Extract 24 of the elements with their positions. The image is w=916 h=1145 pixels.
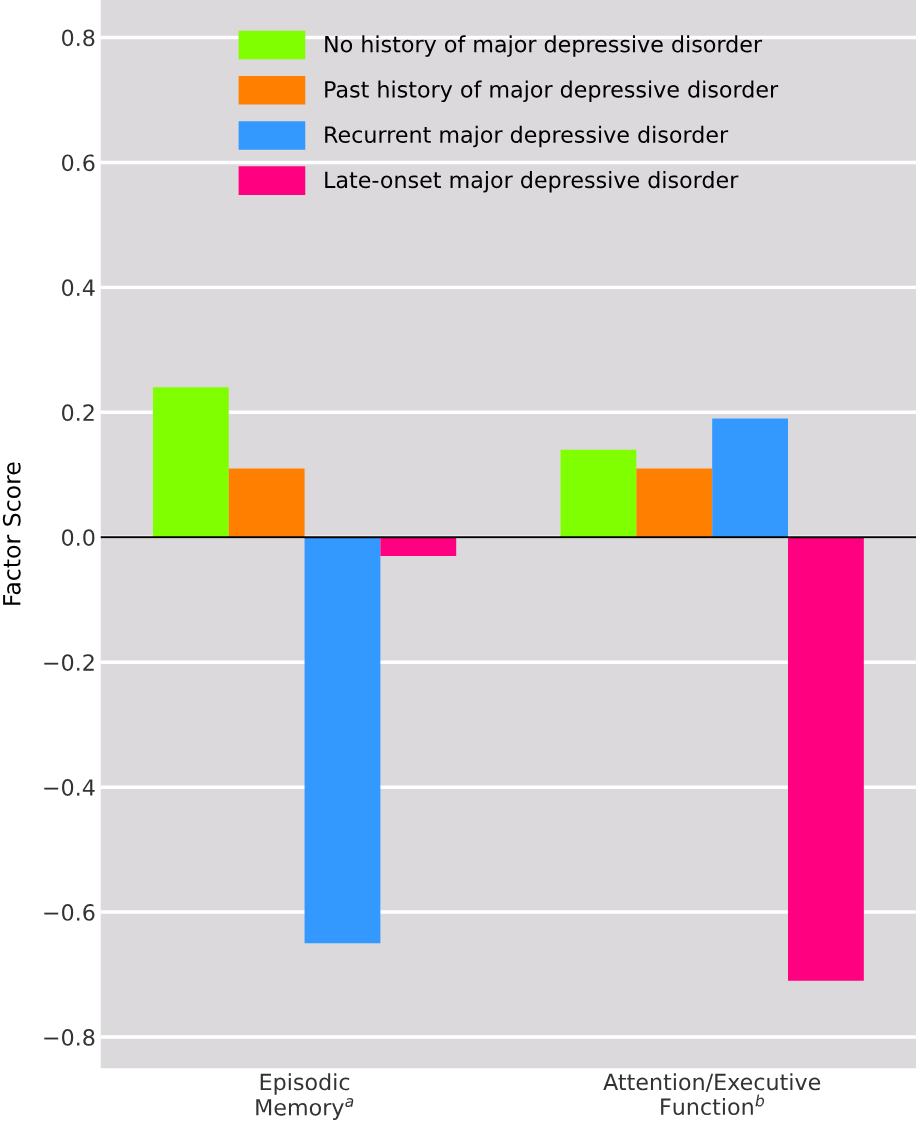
bar (560, 449, 637, 538)
y-tick-label: 0.8 (62, 29, 95, 47)
legend-label: No history of major depressive disorder (325, 35, 763, 57)
bar (152, 387, 229, 538)
y-tick-label: 0.6 (62, 154, 95, 172)
legend-label: Recurrent major depressive disorder (325, 125, 729, 148)
bar (712, 418, 789, 538)
y-tick-label: −0.2 (44, 654, 94, 671)
bar (636, 468, 713, 538)
bar (304, 537, 381, 944)
y-tick-label: −0.8 (44, 1029, 95, 1046)
bar (228, 468, 305, 538)
y-axis-title: Factor Score (2, 462, 21, 605)
y-tick-label: 0.0 (62, 529, 95, 547)
y-tick-label: −0.6 (44, 904, 95, 921)
x-tick-label: Attention/Executive Function$^{b}$ (603, 1073, 821, 1116)
y-tick-label: 0.2 (62, 404, 94, 422)
legend-label: Past history of major depressive disorder (325, 80, 779, 103)
x-tick-label: Episodic Memory$^{a}$ (256, 1073, 354, 1120)
y-tick-label: 0.4 (62, 279, 95, 297)
bar (788, 537, 864, 981)
y-tick-label: −0.4 (44, 779, 95, 796)
legend-label: Late-onset major depressive disorder (325, 171, 739, 193)
bar (380, 537, 457, 557)
